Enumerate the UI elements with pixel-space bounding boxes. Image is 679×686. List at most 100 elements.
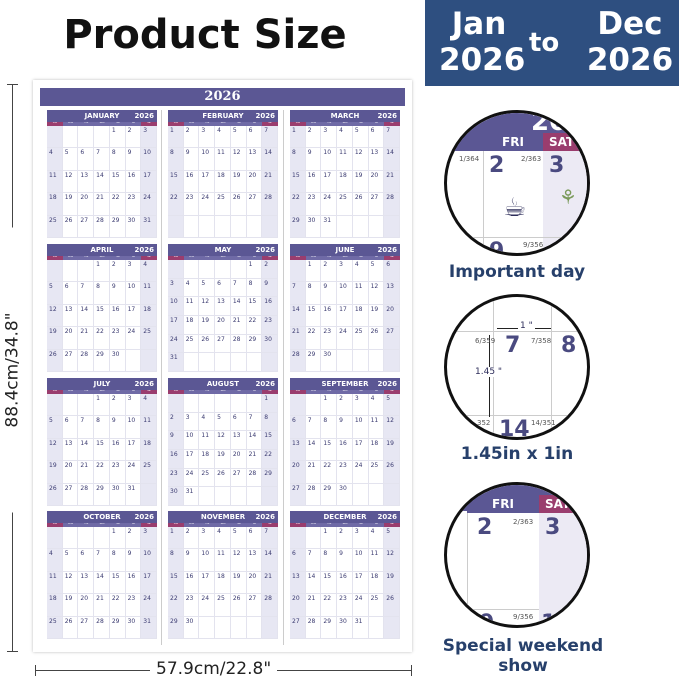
day-cell: 20 [215, 315, 231, 335]
day-cell: 14 [246, 431, 263, 450]
month-name: MAY [214, 246, 232, 254]
weekday-label: FRI [252, 122, 256, 124]
day-cell: 19 [47, 327, 63, 350]
day-cell: 16 [168, 449, 184, 469]
weekday-label: MON [68, 122, 73, 124]
day-cell: 25 [215, 594, 231, 617]
weekday-label: FRI [131, 390, 135, 392]
day-cell: 7 [262, 527, 278, 550]
day-cell: 23 [305, 193, 322, 216]
day-cell: 15 [290, 170, 306, 194]
day-cell: 4 [141, 394, 157, 417]
day-cell: 16 [109, 438, 126, 462]
day-cell [384, 483, 400, 506]
day-cell: 13 [78, 571, 95, 595]
day-cell: 10 [199, 148, 216, 171]
day-number: 9 [479, 611, 495, 628]
day-cell [368, 349, 385, 372]
day-cell: 28 [94, 215, 110, 238]
day-cell: 22 [321, 594, 338, 617]
day-cell [305, 527, 322, 550]
day-cell [199, 215, 216, 238]
day-cell: 21 [94, 193, 110, 216]
day-cell: 12 [199, 297, 216, 316]
day-cell: 11 [47, 170, 63, 194]
weekday-label: TUE [205, 390, 210, 392]
day-cell: 24 [183, 468, 200, 488]
day-cell: 23 [321, 327, 338, 350]
height-measure: 1.45 " [475, 367, 503, 377]
day-cell [199, 260, 216, 279]
day-cell: 7 [290, 282, 306, 305]
day-cell: 9 [321, 282, 338, 305]
day-cell: 13 [368, 148, 385, 171]
month-april: APRIL 2026 SUN MON TUE WED THU FRI SAT 1 2 3 4 5 6 7 8 9 1… [47, 244, 157, 372]
day-cell [199, 616, 216, 639]
weekday-label: MON [189, 122, 194, 124]
divider [283, 110, 284, 645]
day-count: 14/351 [531, 419, 556, 427]
day-cell: 20 [368, 170, 385, 194]
day-cell [246, 394, 263, 413]
day-cell: 7 [384, 126, 400, 149]
page-title: Product Size [63, 12, 347, 58]
day-cell: 20 [290, 461, 306, 484]
weekday-label: FRI [374, 256, 378, 258]
day-cell: 9 [125, 148, 142, 171]
day-cell: 29 [246, 334, 263, 354]
day-cell [62, 527, 79, 550]
day-cell: 23 [125, 193, 142, 216]
weekday-label: TUE [205, 122, 210, 124]
day-cell [368, 483, 385, 506]
day-cell: 24 [141, 594, 157, 617]
day-cell: 26 [62, 215, 79, 238]
day-cell: 15 [168, 571, 184, 595]
day-cell: 31 [141, 215, 157, 238]
day-cell: 19 [62, 594, 79, 617]
day-number: 8 [561, 333, 577, 358]
day-cell [215, 260, 231, 279]
day-cell [47, 126, 63, 149]
day-cell: 23 [125, 594, 142, 617]
day-cell: 10 [141, 549, 157, 572]
day-cell [337, 215, 353, 238]
day-cell: 29 [94, 483, 110, 506]
day-cell [215, 487, 231, 506]
month-december: DECEMBER 2026 SUN MON TUE WED THU FRI SAT 1 2 3 4 5 6 7… [290, 511, 400, 639]
day-cell: 2 [168, 412, 184, 432]
day-count: 2/363 [521, 155, 542, 163]
day-cell: 7 [94, 549, 110, 572]
month-year: 2026 [255, 513, 275, 521]
month-january: JANUARY 2026 SUN MON TUE WED THU FRI SAT 1 2 3 4 5 6 7 8… [47, 110, 157, 238]
day-cell: 24 [125, 327, 142, 350]
day-cell: 12 [230, 148, 247, 171]
weekday-label: TUE [84, 122, 89, 124]
day-cell: 12 [368, 282, 385, 305]
day-cell [230, 260, 247, 279]
important-day-caption: Important day [448, 262, 586, 282]
day-cell: 18 [368, 571, 385, 595]
day-cell: 7 [305, 549, 322, 572]
day-cell: 21 [246, 449, 263, 469]
day-count: 1/364 [459, 155, 480, 163]
day-cell [62, 394, 79, 417]
weekday-label: SAT [262, 122, 278, 126]
day-cell: 12 [62, 170, 79, 194]
day-cell: 27 [230, 468, 247, 488]
day-cell: 21 [290, 327, 306, 350]
day-cell: 25 [199, 468, 216, 488]
day-cell: 18 [47, 193, 63, 216]
day-cell: 14 [78, 438, 95, 462]
day-cell [62, 260, 79, 283]
weekday-label: FRI [131, 256, 135, 258]
day-cell: 7 [78, 282, 95, 305]
day-cell: 25 [47, 215, 63, 238]
day-number: 3 [549, 153, 565, 178]
day-cell [230, 215, 247, 238]
weekday-label: WED [220, 256, 226, 258]
day-cell: 2 [183, 126, 200, 149]
day-cell: 10 [352, 549, 369, 572]
day-cell: 24 [352, 461, 369, 484]
day-cell: 6 [230, 412, 247, 432]
weekday-label: SUN [290, 390, 306, 394]
